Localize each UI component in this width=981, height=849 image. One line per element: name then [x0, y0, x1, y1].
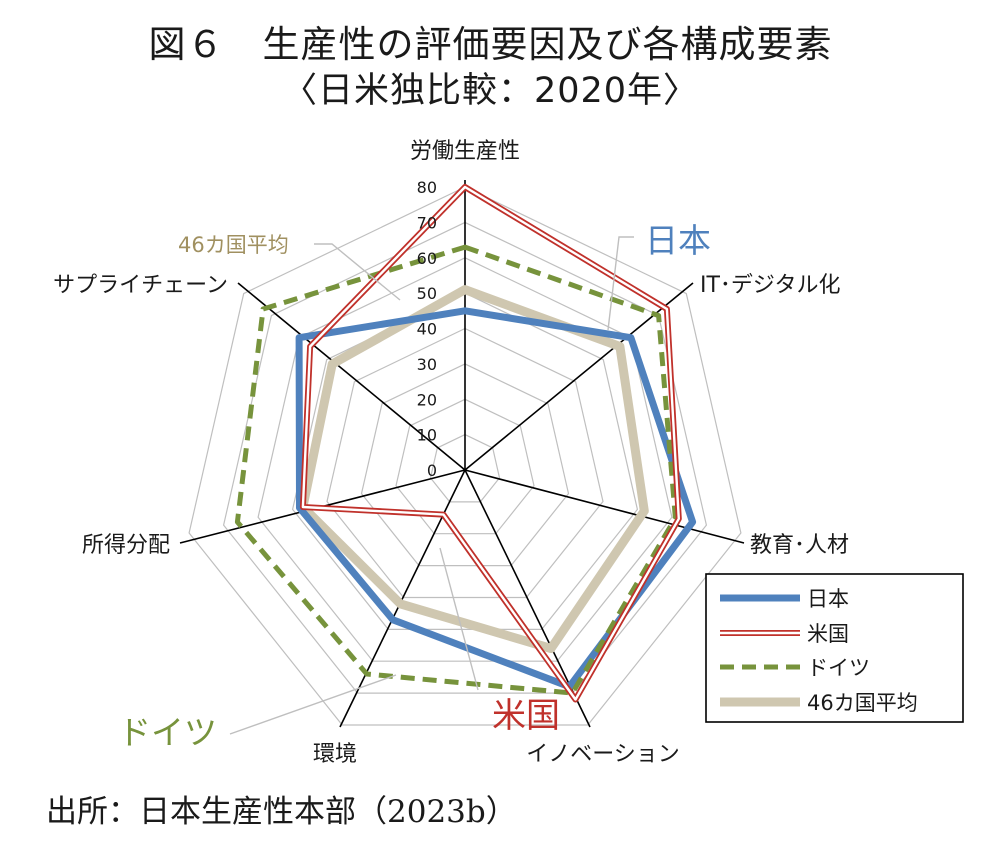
- callout-germany: ドイツ: [118, 674, 397, 752]
- tick-label: 30: [417, 355, 437, 374]
- callout-label: 46カ国平均: [178, 233, 289, 257]
- axis-label: IT･デジタル化: [700, 273, 841, 298]
- callout-avg46: 46カ国平均: [178, 233, 401, 301]
- grid-ring: [326, 327, 604, 599]
- callout-label: 日本: [645, 221, 711, 260]
- legend-label: 日本: [807, 587, 849, 611]
- callout-usa: 米国: [439, 547, 560, 736]
- tick-label: 20: [417, 390, 437, 409]
- chart-title: 図６ 生産性の評価要因及び各構成要素: [148, 23, 833, 66]
- series-germany: [234, 244, 678, 696]
- series-japan: [295, 307, 697, 691]
- series-line: [234, 244, 678, 696]
- axis-spoke: [464, 282, 694, 471]
- callout-japan: 日本: [607, 221, 711, 331]
- callout-label: ドイツ: [118, 713, 217, 752]
- callout-leader: [439, 547, 479, 691]
- legend-item-germany: ドイツ: [720, 656, 870, 680]
- callout-leader: [314, 243, 401, 301]
- grid-ring: [188, 186, 742, 726]
- grid-ring: [360, 363, 570, 567]
- chart-subtitle: 〈日米独比較：2020年〉: [281, 71, 700, 111]
- radar-series: [234, 184, 697, 703]
- axis-label: 所得分配: [82, 533, 170, 558]
- series-avg46: [298, 285, 649, 653]
- grid-ring: [291, 292, 639, 631]
- axis-label: 環境: [313, 742, 357, 767]
- series-line: [298, 285, 649, 653]
- tick-label: 40: [417, 320, 437, 339]
- series-line-inner: [301, 185, 680, 701]
- callout-leader: [607, 236, 634, 331]
- tick-label: 50: [417, 284, 437, 303]
- tick-labels: 0 10 20 30 40 50 60 70 80: [417, 178, 437, 480]
- tick-label: 80: [417, 178, 437, 197]
- axis-label: イノベーション: [526, 742, 680, 767]
- source-note: 出所：日本生産性本部（2023b）: [46, 794, 517, 830]
- axis-label: サプライチェーン: [53, 273, 228, 298]
- legend-item-japan: 日本: [720, 587, 849, 611]
- legend-item-usa: 米国: [720, 622, 849, 646]
- axis-label: 労働生産性: [410, 139, 520, 164]
- callout-leader: [229, 674, 397, 735]
- axis-spoke: [237, 282, 466, 471]
- legend-label: ドイツ: [807, 656, 870, 680]
- legend-item-avg46: 46カ国平均: [720, 691, 918, 715]
- grid-ring: [395, 398, 535, 535]
- axis-label: 教育･人材: [750, 533, 849, 558]
- tick-label: 10: [417, 426, 437, 445]
- legend-label: 米国: [807, 622, 849, 646]
- series-line: [295, 307, 697, 691]
- legend-label: 46カ国平均: [807, 691, 918, 715]
- grid-ring: [429, 433, 501, 503]
- tick-label: 60: [417, 249, 437, 268]
- tick-label: 70: [417, 213, 437, 232]
- series-usa: [299, 184, 682, 703]
- axis-spoke: [464, 469, 745, 544]
- callout-label: 米国: [492, 696, 560, 736]
- tick-label: 0: [427, 461, 437, 480]
